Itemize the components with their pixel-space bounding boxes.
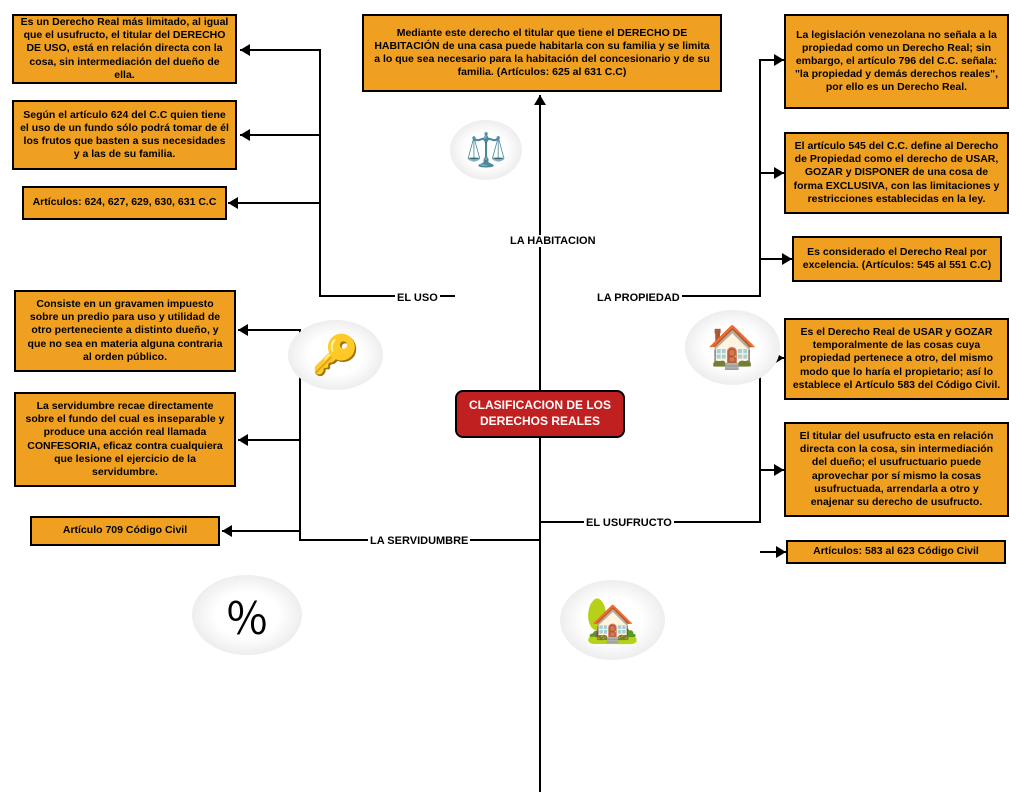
center-text: CLASIFICACION DE LOS DERECHOS REALES [467, 398, 613, 429]
center-node: CLASIFICACION DE LOS DERECHOS REALES [455, 390, 625, 438]
info-box-uso1: Es un Derecho Real más limitado, al igua… [12, 14, 237, 84]
info-box-prop2: El artículo 545 del C.C. define al Derec… [784, 132, 1009, 214]
branch-label-propiedad: LA PROPIEDAD [595, 292, 682, 304]
scales-icon: ⚖️ [450, 120, 522, 180]
info-box-serv3: Artículo 709 Código Civil [30, 516, 220, 546]
info-box-uso2: Según el artículo 624 del C.C quien tien… [12, 100, 237, 170]
family-icon: 🏡 [560, 580, 665, 660]
branch-label-servidumbre: LA SERVIDUMBRE [368, 535, 470, 547]
info-box-serv2: La servidumbre recae directamente sobre … [14, 392, 236, 487]
percent-icon: ％ [192, 575, 302, 655]
info-box-prop3: Es considerado el Derecho Real por excel… [792, 236, 1002, 282]
info-box-serv1: Consiste en un gravamen impuesto sobre u… [14, 290, 236, 372]
branch-label-uso: EL USO [395, 292, 440, 304]
branch-label-habitacion: LA HABITACION [508, 235, 598, 247]
info-box-uso3: Artículos: 624, 627, 629, 630, 631 C.C [22, 186, 227, 220]
info-box-prop1: La legislación venezolana no señala a la… [784, 14, 1009, 109]
info-box-usuf1: Es el Derecho Real de USAR y GOZAR tempo… [784, 318, 1009, 400]
info-box-usuf3: Artículos: 583 al 623 Código Civil [786, 540, 1006, 564]
info-box-usuf2: El titular del usufructo esta en relació… [784, 422, 1009, 517]
info-box-hab1: Mediante este derecho el titular que tie… [362, 14, 722, 92]
house1-icon: 🏠 [685, 310, 780, 385]
keys-icon: 🔑 [288, 320, 383, 390]
branch-label-usufructo: EL USUFRUCTO [584, 517, 674, 529]
